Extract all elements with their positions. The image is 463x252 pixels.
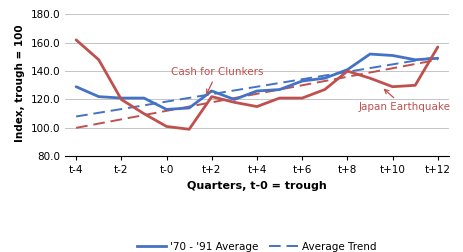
X-axis label: Quarters, t-0 = trough: Quarters, t-0 = trough (187, 181, 327, 191)
Text: Cash for Clunkers: Cash for Clunkers (171, 67, 263, 93)
Y-axis label: Index, trough = 100: Index, trough = 100 (15, 24, 25, 142)
Legend: '70 - '91 Average, Q1 '09 Trough, Average Trend, '09 Trend: '70 - '91 Average, Q1 '09 Trough, Averag… (133, 237, 381, 252)
Text: Japan Earthquake: Japan Earthquake (359, 89, 450, 112)
